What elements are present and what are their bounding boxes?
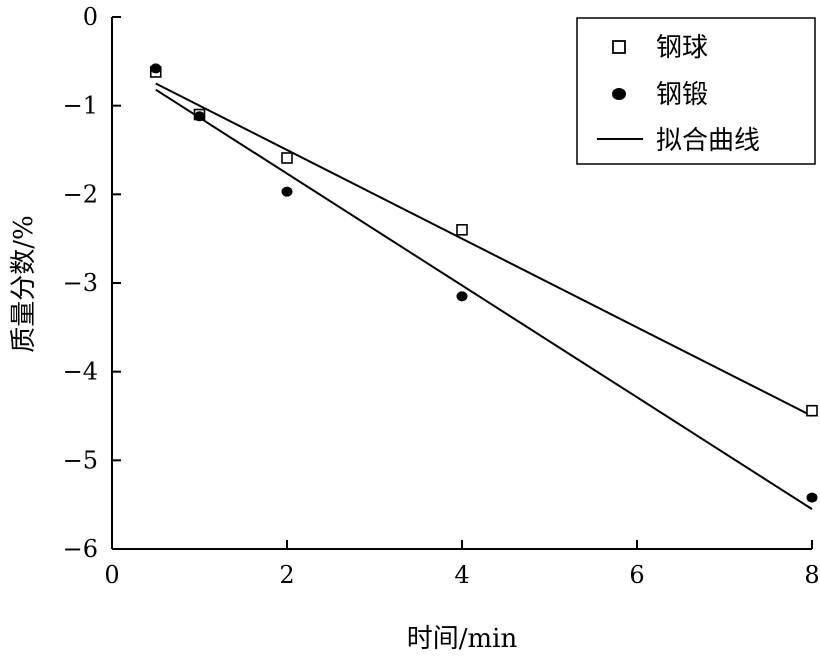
legend-label-fit-line: 拟合曲线 [656, 126, 760, 156]
axes: 0−1−2−3−4−5−60 2 4 6 8 [63, 3, 820, 589]
point-steel-forging [806, 492, 818, 503]
point-steel-ball [456, 224, 468, 236]
y-tick-label: −5 [63, 446, 98, 474]
fit-line-steel-forging [155, 88, 813, 510]
point-steel-forging [456, 291, 468, 302]
x-axis-title: 时间/min [407, 624, 518, 654]
point-steel-forging [150, 63, 162, 74]
x-tick-label: 4 [454, 561, 469, 589]
point-steel-ball [281, 152, 293, 164]
y-tick-label: −1 [63, 92, 98, 120]
legend-marker-steel-forging [612, 88, 626, 100]
x-tick-label: 2 [279, 561, 294, 589]
x-tick-label: 0 [104, 561, 119, 589]
fit-line-steel-ball [155, 82, 813, 417]
point-steel-ball [806, 404, 818, 417]
x-tick-label: 8 [804, 561, 819, 589]
fit-lines [155, 82, 813, 510]
data-points [149, 63, 818, 503]
legend-label-steel-ball: 钢球 [656, 33, 708, 63]
y-tick-label: −4 [63, 358, 98, 386]
y-tick-label: −3 [63, 269, 98, 297]
x-tick-label: 6 [629, 561, 644, 589]
y-tick-label: −6 [63, 535, 98, 563]
legend-marker-steel-ball [612, 40, 626, 54]
y-tick-label: 0 [83, 3, 98, 31]
point-steel-forging [194, 111, 205, 122]
legend-label-steel-forging: 钢锻 [656, 80, 708, 110]
y-tick-label: −2 [63, 180, 98, 208]
y-axis-title: 质量分数/% [9, 215, 39, 352]
legend: 钢球 钢锻 拟合曲线 [576, 17, 816, 165]
point-steel-forging [281, 186, 293, 197]
